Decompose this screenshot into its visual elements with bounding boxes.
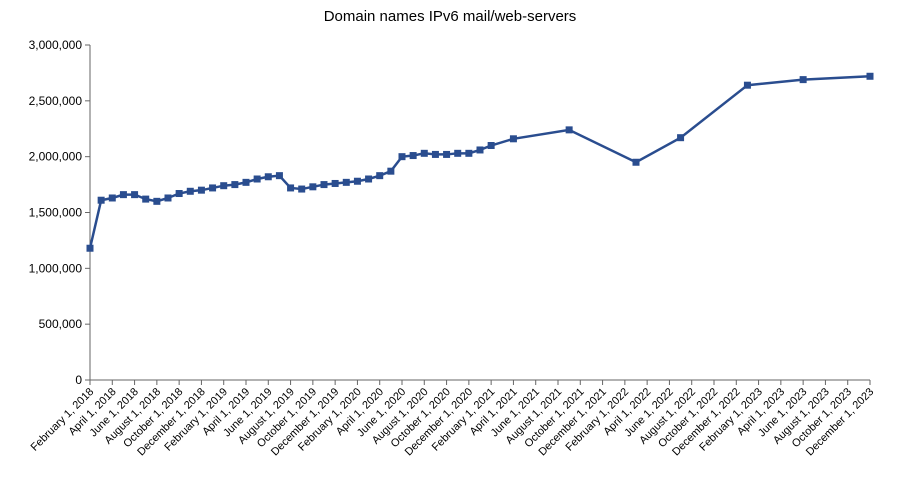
chart-svg: 0 500,000 1,000,000 1,500,000 2,000,000 2,500…	[0, 0, 900, 500]
y-tick-label: 500,000	[39, 317, 83, 331]
data-marker	[109, 194, 116, 201]
data-marker	[298, 186, 305, 193]
data-marker	[454, 150, 461, 157]
data-marker	[165, 194, 172, 201]
data-marker	[633, 159, 640, 166]
data-marker	[800, 76, 807, 83]
data-marker	[98, 197, 105, 204]
data-marker	[867, 73, 874, 80]
data-marker	[410, 152, 417, 159]
data-marker	[343, 179, 350, 186]
data-marker	[231, 181, 238, 188]
data-marker	[432, 151, 439, 158]
data-marker	[465, 150, 472, 157]
y-tick-label: 1,000,000	[29, 261, 83, 275]
data-marker	[209, 184, 216, 191]
data-marker	[443, 151, 450, 158]
data-marker	[566, 126, 573, 133]
data-marker	[142, 196, 149, 203]
y-tick-label: 1,500,000	[29, 206, 83, 220]
data-marker	[187, 188, 194, 195]
data-marker	[510, 135, 517, 142]
y-tick-label: 3,000,000	[29, 38, 83, 52]
data-marker	[198, 187, 205, 194]
y-tick-label: 2,000,000	[29, 150, 83, 164]
data-marker	[254, 176, 261, 183]
data-marker	[677, 134, 684, 141]
data-marker	[243, 179, 250, 186]
data-marker	[265, 173, 272, 180]
data-marker	[120, 191, 127, 198]
data-marker	[309, 183, 316, 190]
data-marker	[87, 245, 94, 252]
data-marker	[287, 184, 294, 191]
data-marker	[376, 172, 383, 179]
data-marker	[276, 172, 283, 179]
data-marker	[477, 146, 484, 153]
y-tick-label: 2,500,000	[29, 94, 83, 108]
data-marker	[488, 142, 495, 149]
data-marker	[365, 176, 372, 183]
data-marker	[354, 178, 361, 185]
data-marker	[332, 180, 339, 187]
data-marker	[220, 182, 227, 189]
data-marker	[387, 168, 394, 175]
data-line	[90, 76, 870, 248]
data-marker	[744, 82, 751, 89]
data-marker	[153, 198, 160, 205]
chart-container: Domain names IPv6 mail/web-servers 0500,…	[0, 0, 900, 500]
y-tick-label: 0	[75, 373, 82, 387]
data-marker	[176, 190, 183, 197]
data-marker	[131, 191, 138, 198]
data-marker	[421, 150, 428, 157]
data-marker	[321, 181, 328, 188]
data-marker	[399, 153, 406, 160]
